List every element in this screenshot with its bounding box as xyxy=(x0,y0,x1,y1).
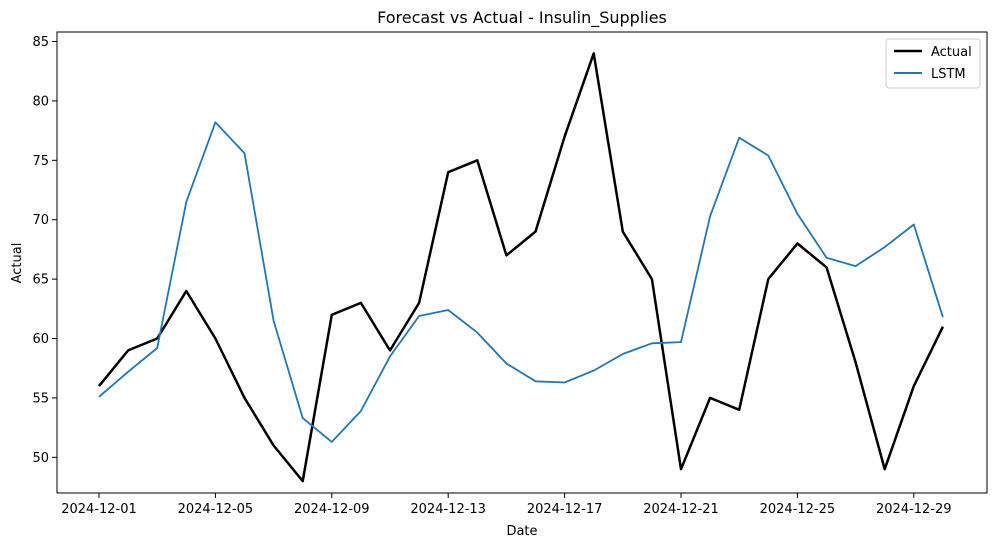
x-tick-label: 2024-12-25 xyxy=(760,502,836,517)
plot-frame xyxy=(56,31,988,494)
x-tick-label: 2024-12-01 xyxy=(61,502,137,517)
x-tick-label: 2024-12-17 xyxy=(527,502,603,517)
x-axis-label: Date xyxy=(506,524,537,539)
chart-title: Forecast vs Actual - Insulin_Supplies xyxy=(377,8,667,28)
series-line-actual xyxy=(98,52,945,483)
x-tick-label: 2024-12-05 xyxy=(178,502,254,517)
x-axis: 2024-12-01 2024-12-05 2024-12-09 2024-12-13… xyxy=(61,493,952,517)
y-tick-label: 70 xyxy=(32,213,49,228)
x-tick-label: 2024-12-29 xyxy=(876,502,952,517)
y-tick-label: 85 xyxy=(32,35,49,50)
y-axis: 50 55 60 65 70 75 80 85 xyxy=(32,35,57,466)
y-tick-label: 55 xyxy=(32,391,49,406)
x-tick-label: 2024-12-21 xyxy=(643,502,719,517)
legend-label-actual: Actual xyxy=(931,45,972,60)
series-line-lstm xyxy=(98,121,944,443)
plot-area xyxy=(98,52,945,483)
y-tick-label: 75 xyxy=(32,154,49,169)
y-tick-label: 60 xyxy=(32,332,49,347)
legend-label-lstm: LSTM xyxy=(931,67,966,82)
x-tick-label: 2024-12-13 xyxy=(410,502,486,517)
x-tick-label: 2024-12-09 xyxy=(294,502,370,517)
legend: Actual LSTM xyxy=(885,38,981,89)
y-tick-label: 65 xyxy=(32,273,49,288)
y-axis-label: Actual xyxy=(10,243,25,284)
y-tick-label: 80 xyxy=(32,94,49,109)
y-tick-label: 50 xyxy=(32,451,49,466)
